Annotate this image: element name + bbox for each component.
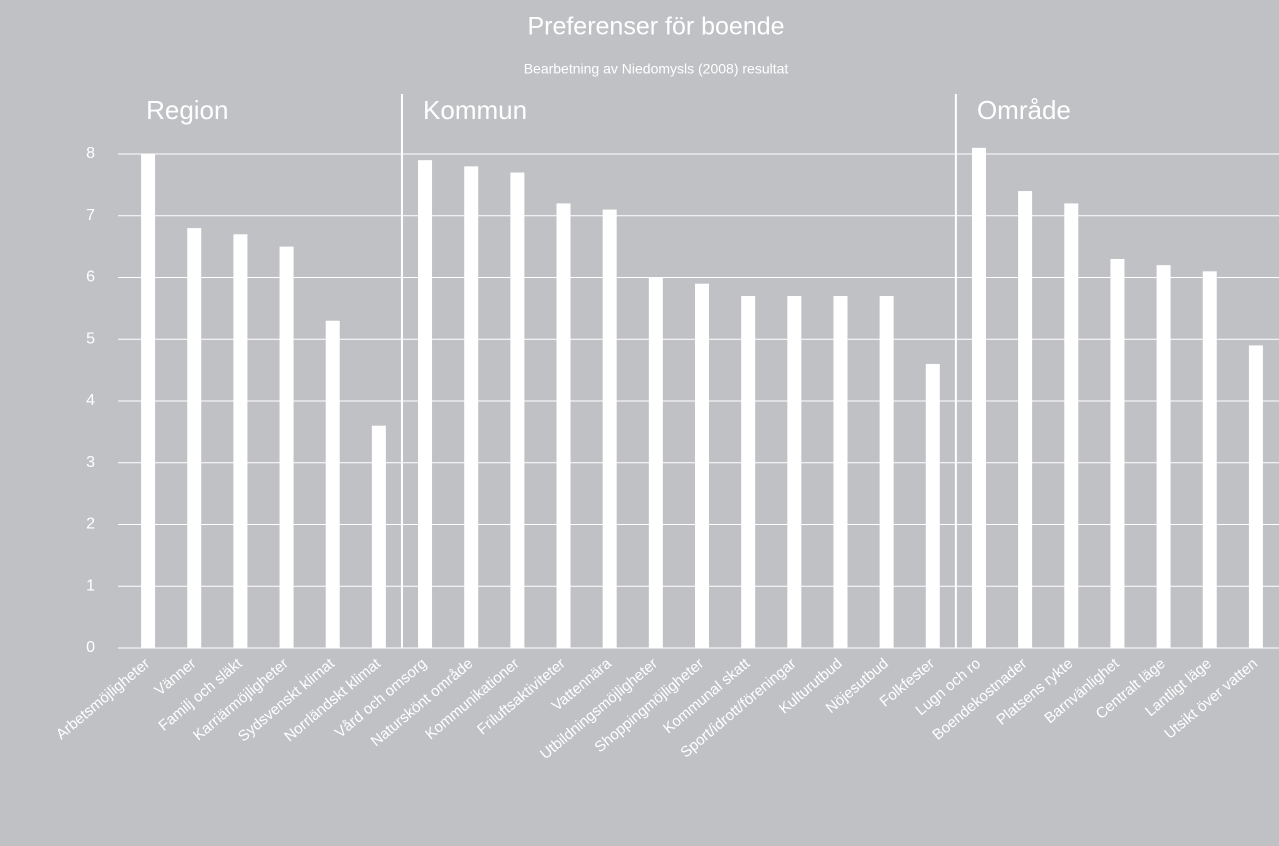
bar (1064, 203, 1079, 648)
bar (418, 160, 433, 649)
bar (371, 425, 386, 648)
bar (233, 234, 248, 648)
y-tick-label: 1 (86, 577, 95, 594)
bar (556, 203, 571, 648)
bar (695, 283, 709, 648)
y-tick-label: 0 (86, 639, 95, 656)
bar (1110, 258, 1125, 648)
y-tick-label: 4 (86, 392, 95, 409)
bar (1018, 191, 1033, 649)
bar (741, 296, 756, 648)
y-tick-label: 7 (86, 207, 95, 224)
y-tick-label: 8 (86, 145, 95, 162)
bar (187, 228, 202, 648)
bar (787, 296, 802, 648)
bar (1202, 271, 1217, 648)
y-tick-label: 5 (86, 330, 95, 347)
bar (879, 296, 894, 648)
y-tick-label: 2 (86, 516, 95, 533)
y-tick-label: 6 (86, 269, 95, 286)
y-tick-label: 3 (86, 454, 95, 471)
bar (464, 166, 479, 648)
bar (648, 277, 663, 648)
chart-subtitle: Bearbetning av Niedomysls (2008) resulta… (524, 61, 789, 77)
bar (833, 296, 848, 648)
bar (279, 246, 294, 648)
bar (971, 147, 986, 648)
bar (602, 209, 617, 648)
bar (925, 363, 940, 648)
bar (510, 172, 525, 648)
chart-title: Preferenser för boende (527, 13, 784, 41)
bar (141, 154, 156, 648)
bar (325, 320, 340, 648)
group-label: Område (977, 95, 1071, 125)
group-label: Region (146, 95, 228, 125)
bar (1156, 265, 1171, 648)
group-label: Kommun (423, 95, 527, 125)
bar (1248, 345, 1263, 648)
